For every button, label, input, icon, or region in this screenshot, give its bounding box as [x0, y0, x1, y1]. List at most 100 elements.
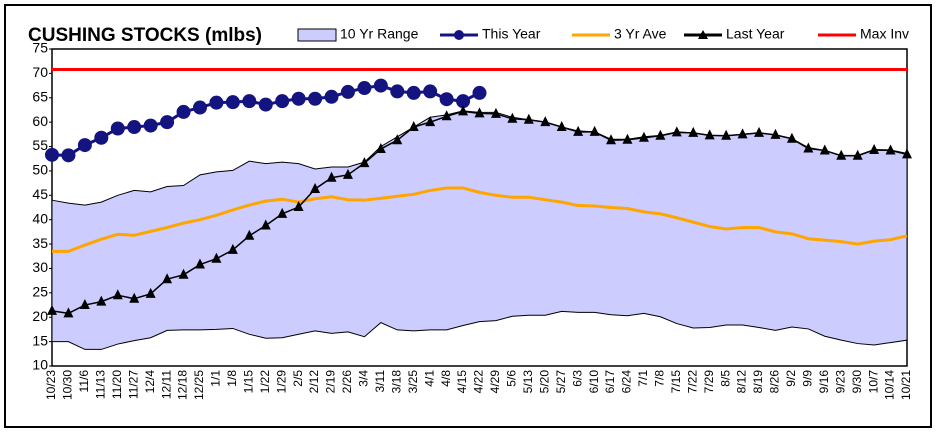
data-point [194, 258, 205, 269]
data-point [606, 134, 617, 145]
legend-swatch [297, 28, 337, 42]
data-point [192, 100, 207, 115]
x-tick-label: 3/4 [357, 370, 371, 387]
y-tick-label: 30 [32, 259, 48, 275]
x-tick-label: 7/22 [685, 370, 699, 394]
x-tick-label: 10/7 [866, 370, 880, 394]
data-point [310, 182, 321, 193]
x-tick-label: 12/11 [159, 370, 173, 399]
x-tick-label: 1/1 [209, 370, 223, 387]
y-tick-label: 45 [32, 186, 48, 202]
data-point [408, 121, 419, 132]
x-tick-label: 1/22 [258, 370, 272, 394]
x-tick-label: 8/12 [735, 370, 749, 394]
y-tick-label: 50 [32, 162, 48, 178]
data-point [178, 268, 189, 279]
x-tick-label: 3/18 [389, 370, 403, 394]
x-tick-label: 2/26 [340, 370, 354, 394]
y-tick-label: 60 [32, 113, 48, 129]
data-point [225, 95, 240, 110]
x-tick-label: 6/24 [620, 370, 634, 394]
series-line [52, 186, 908, 253]
data-point [143, 118, 158, 133]
data-point [638, 131, 649, 142]
data-point [803, 142, 814, 153]
x-tick-label: 6/10 [587, 370, 601, 394]
data-point [456, 94, 471, 109]
data-point [260, 219, 271, 230]
data-point [441, 110, 452, 121]
x-tick-label: 12/25 [192, 370, 206, 400]
data-point [523, 113, 534, 124]
data-point [721, 129, 732, 140]
x-tick-label: 12/18 [176, 370, 190, 400]
data-point [671, 126, 682, 137]
data-point [852, 149, 863, 160]
x-tick-label: 11/20 [110, 370, 124, 399]
x-tick-label: 10/14 [883, 370, 897, 400]
data-point [439, 92, 454, 107]
x-tick-label: 9/23 [833, 370, 847, 394]
x-tick-label: 10/21 [899, 370, 913, 400]
x-tick-label: 4/1 [422, 370, 436, 387]
x-tick-label: 1/8 [225, 370, 239, 387]
data-point [474, 107, 485, 118]
x-tick-label: 2/5 [291, 370, 305, 387]
x-tick-label: 7/15 [669, 370, 683, 394]
range-area [51, 110, 908, 350]
x-tick-label: 6/17 [603, 370, 617, 394]
data-point [45, 147, 59, 162]
data-point [458, 105, 469, 116]
data-point [869, 143, 880, 154]
y-tick-label: 65 [32, 88, 48, 104]
data-point [293, 201, 304, 212]
x-tick-label: 2/12 [307, 370, 321, 394]
data-point [308, 91, 323, 106]
data-point [373, 78, 388, 93]
data-point [704, 129, 715, 140]
y-tick-label: 15 [32, 332, 48, 348]
x-tick-label: 8/26 [768, 370, 782, 394]
data-point [425, 116, 436, 127]
x-tick-label: 4/22 [472, 370, 486, 394]
data-point [275, 94, 290, 109]
data-point [110, 121, 125, 136]
data-point [770, 128, 781, 139]
x-tick-label: 4/8 [439, 370, 453, 387]
legend-label: 3 Yr Ave [614, 26, 667, 42]
data-point [277, 207, 288, 218]
legend-label: 10 Yr Range [340, 26, 419, 42]
x-tick-label: 5/20 [537, 370, 551, 394]
data-point [754, 126, 765, 137]
y-tick-label: 70 [32, 64, 48, 80]
data-point [885, 144, 896, 155]
x-tick-label: 4/15 [455, 370, 469, 394]
data-point [324, 89, 339, 104]
x-tick-label: 3/25 [406, 370, 420, 394]
data-point [162, 273, 173, 284]
data-point [375, 142, 386, 153]
legend-marker [454, 30, 464, 40]
y-tick-label: 25 [32, 284, 48, 300]
data-point [342, 168, 353, 179]
data-point [227, 243, 238, 254]
x-tick-label: 11/27 [126, 370, 140, 399]
data-point [291, 91, 306, 106]
legend-label: Last Year [726, 26, 785, 42]
x-tick-label: 9/2 [784, 370, 798, 387]
data-point [819, 144, 830, 155]
data-point [112, 289, 123, 300]
x-tick-label: 7/1 [636, 370, 650, 387]
data-point [836, 149, 847, 160]
x-tick-label: 10/30 [61, 370, 75, 400]
data-point [160, 115, 175, 130]
data-point [96, 295, 107, 306]
y-tick-label: 35 [32, 235, 48, 251]
data-point [406, 85, 421, 100]
x-tick-label: 11/13 [93, 370, 107, 399]
y-tick-label: 40 [32, 210, 48, 226]
legend-label: Max Inv [860, 26, 909, 42]
x-tick-label: 1/29 [274, 370, 288, 394]
data-point [47, 304, 57, 315]
